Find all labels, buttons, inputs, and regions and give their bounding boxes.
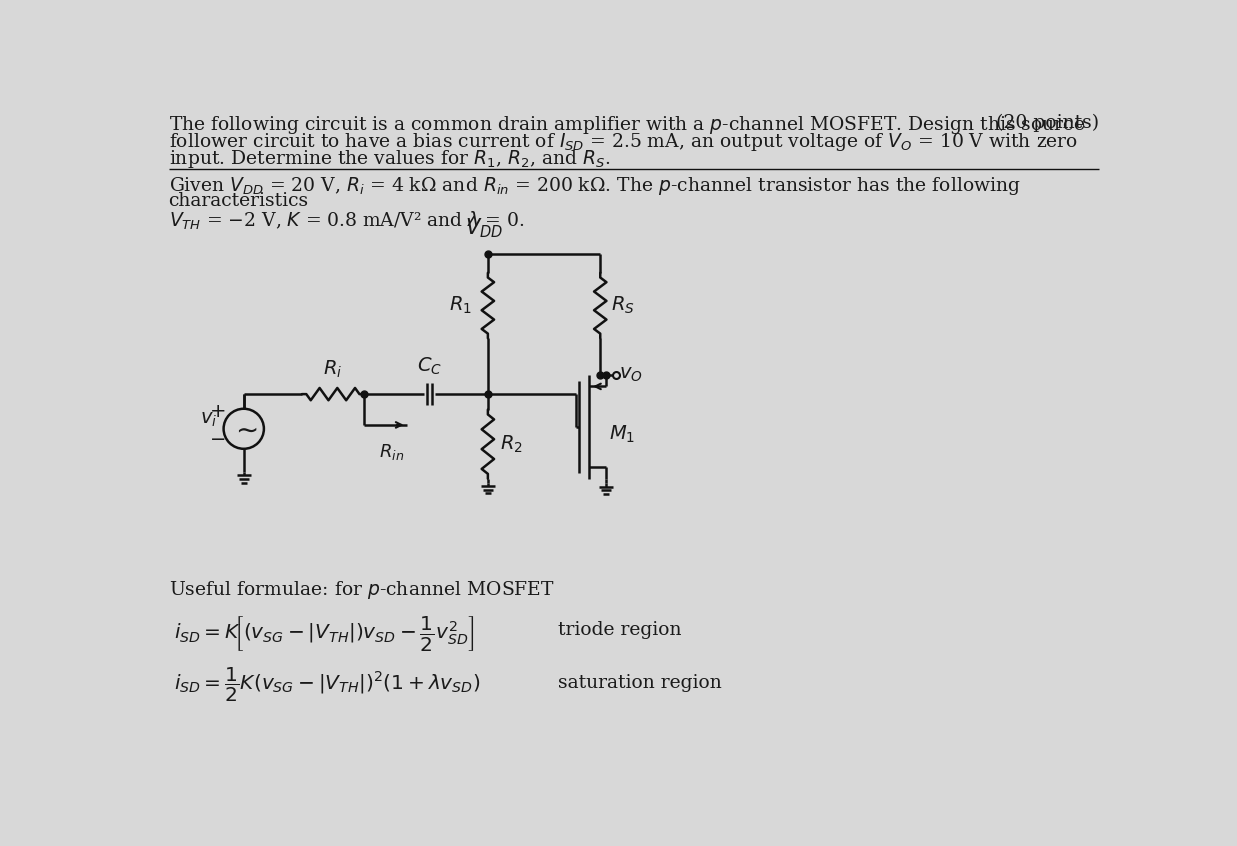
Text: $R_2$: $R_2$ bbox=[500, 433, 523, 455]
Text: $R_S$: $R_S$ bbox=[611, 295, 635, 316]
Text: Given $V_{DD}$ = 20 V, $R_i$ = 4 kΩ and $R_{in}$ = 200 kΩ. The $p$-channel trans: Given $V_{DD}$ = 20 V, $R_i$ = 4 kΩ and … bbox=[168, 175, 1021, 197]
Text: $R_i$: $R_i$ bbox=[323, 359, 343, 380]
Text: The following circuit is a common drain amplifier with a $p$-channel MOSFET. Des: The following circuit is a common drain … bbox=[168, 114, 1085, 136]
Text: $+$: $+$ bbox=[209, 403, 225, 420]
Text: characteristics: characteristics bbox=[168, 192, 309, 211]
Text: $v_O$: $v_O$ bbox=[618, 365, 642, 384]
Text: $i_{SD} = K\!\left[(v_{SG}-|V_{TH}|)v_{SD} - \dfrac{1}{2}v_{SD}^{2}\right]$: $i_{SD} = K\!\left[(v_{SG}-|V_{TH}|)v_{S… bbox=[174, 613, 475, 652]
Text: $V_{TH}$ = −2 V, $K$ = 0.8 mA/V² and $\lambda$ = 0.: $V_{TH}$ = −2 V, $K$ = 0.8 mA/V² and $\l… bbox=[168, 209, 524, 232]
Text: follower circuit to have a bias current of $I_{SD}$ = 2.5 mA, an output voltage : follower circuit to have a bias current … bbox=[168, 131, 1077, 153]
Text: $-$: $-$ bbox=[209, 429, 225, 447]
Text: $M_1$: $M_1$ bbox=[609, 424, 635, 445]
Text: (20 points): (20 points) bbox=[996, 114, 1100, 132]
Text: $R_{in}$: $R_{in}$ bbox=[380, 442, 404, 462]
Text: $\sim$: $\sim$ bbox=[230, 417, 257, 444]
Text: saturation region: saturation region bbox=[558, 673, 721, 692]
Text: $i_{SD} = \dfrac{1}{2}K(v_{SG}-|V_{TH}|)^{2}(1+\lambda v_{SD})$: $i_{SD} = \dfrac{1}{2}K(v_{SG}-|V_{TH}|)… bbox=[174, 666, 480, 704]
Text: Useful formulae: for $p$-channel MOSFET: Useful formulae: for $p$-channel MOSFET bbox=[168, 579, 554, 601]
Text: $v_i$: $v_i$ bbox=[200, 410, 218, 429]
Text: $R_1$: $R_1$ bbox=[449, 295, 473, 316]
Text: triode region: triode region bbox=[558, 621, 682, 640]
Text: input. Determine the values for $R_1$, $R_2$, and $R_S$.: input. Determine the values for $R_1$, $… bbox=[168, 148, 610, 170]
Text: $C_C$: $C_C$ bbox=[417, 356, 443, 377]
Text: $V_{DD}$: $V_{DD}$ bbox=[465, 217, 503, 240]
